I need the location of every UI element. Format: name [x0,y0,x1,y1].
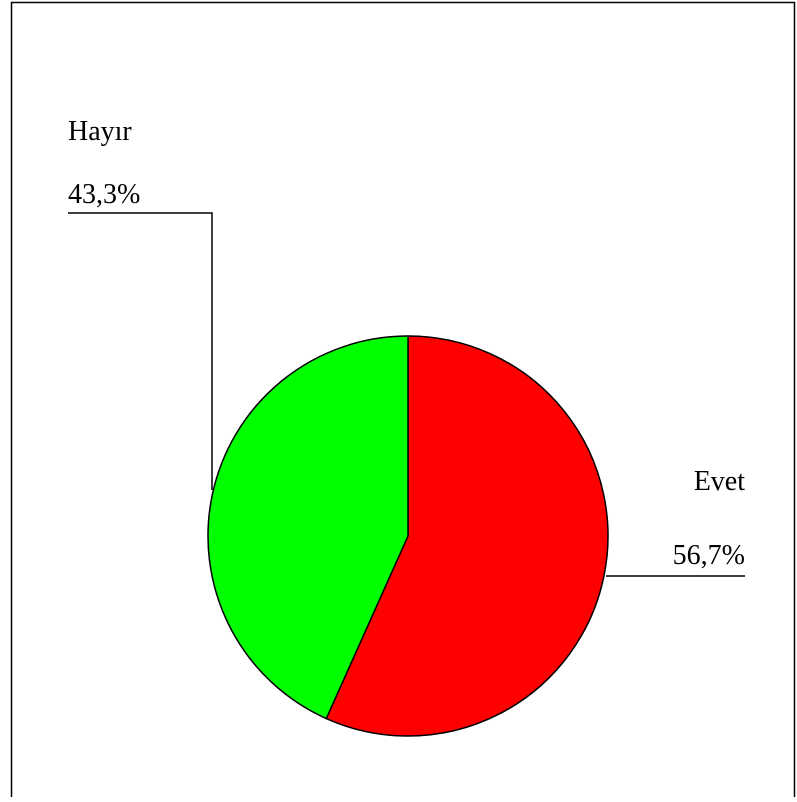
slice-name-label: Hayır [68,116,132,147]
pie-slices [207,335,609,737]
leader-line-hayir [68,212,213,490]
slice-value-label: 56,7% [673,540,745,571]
slice-labels: Evet 56,7% Hayır 43,3% [68,116,745,571]
slice-name-label: Evet [694,466,746,497]
chart-frame [10,1,796,797]
leader-lines [68,212,745,577]
pie-slice-evet [325,335,609,737]
slice-value-label: 43,3% [68,179,140,210]
pie-slice-hayir [207,335,409,720]
